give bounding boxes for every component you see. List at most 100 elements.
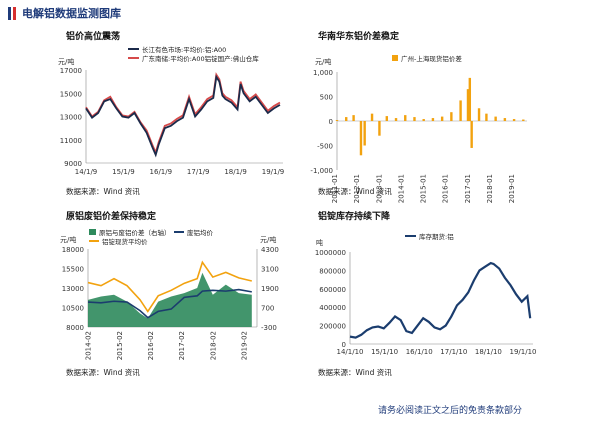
chart1-ytick: 13000: [60, 114, 82, 122]
chart3-ytick: 13000: [62, 285, 84, 293]
chart4-title: 铝锭库存持续下降: [318, 212, 391, 222]
chart1-series-line: [85, 74, 281, 158]
chart2-bar: [394, 118, 398, 121]
chart2-bar: [512, 119, 516, 121]
chart2-title: 华南华东铝价差稳定: [318, 32, 400, 42]
chart3-xtick: 2019-02: [241, 331, 249, 360]
chart3-ytick: 15500: [62, 266, 84, 274]
chart3-legend-swatch: [89, 229, 96, 235]
chart4-xtick: 17/1/10: [440, 348, 467, 356]
chart1-source: 数据来源：Wind 资讯: [66, 187, 140, 196]
chart3-xtick: 2018-02: [209, 331, 217, 360]
chart1-xtick: 16/1/9: [150, 168, 173, 176]
chart2-xtick: 2019-01: [508, 174, 516, 203]
chart2-bar: [431, 118, 435, 121]
chart4-xtick: 19/1/10: [510, 348, 537, 356]
chart2-bar: [335, 120, 339, 121]
chart2-xtick: 2018-01: [486, 174, 494, 203]
chart2-source: 数据来源：Wind 资讯: [318, 187, 392, 196]
chart3-y2tick: 4300: [261, 246, 279, 254]
chart3-source: 数据来源：Wind 资讯: [66, 368, 140, 377]
chart3-y2tick: 700: [261, 305, 274, 313]
chart2-bar: [466, 89, 470, 121]
chart2-bar: [413, 117, 416, 121]
chart1-xtick: 18/1/9: [224, 168, 247, 176]
chart1-ytick: 11000: [60, 137, 82, 145]
chart1-legend-label: 广东南储:平均价:A00铝锭国产:佛山仓库: [142, 54, 259, 63]
chart2-xtick: 2017-01: [464, 174, 472, 203]
chart3-xtick: 2016-02: [147, 331, 155, 360]
chart3-ylabel: 元/吨: [60, 235, 76, 244]
chart2-xtick: 2011-01: [331, 174, 339, 203]
chart1-xtick: 17/1/9: [187, 168, 210, 176]
chart2-bar: [378, 121, 381, 136]
chart2-ytick: -1,000: [310, 167, 333, 175]
report-header: 电解铝数据监测图库: [8, 4, 121, 22]
chart2-bar: [522, 119, 525, 121]
chart4-ytick: 0: [342, 341, 346, 349]
chart1-ytick: 17000: [60, 67, 82, 75]
chart2-bar: [345, 117, 348, 121]
header-accent-bar-red: [13, 6, 16, 20]
chart3-xtick: 2014-02: [85, 331, 93, 360]
disclaimer-footer: 请务必阅读正文之后的免责条款部分: [378, 406, 523, 416]
chart4-xtick: 18/1/10: [475, 348, 502, 356]
chart2-bar: [352, 115, 355, 121]
page-title: 电解铝数据监测图库: [22, 7, 121, 20]
chart2-bar: [459, 100, 462, 121]
chart2-bar: [485, 113, 488, 121]
chart2-xtick: 2014-01: [397, 174, 405, 203]
chart3-y2tick: 3100: [261, 266, 279, 274]
chart2-xtick: 2012-01: [353, 174, 361, 203]
chart3-y2tick: -300: [261, 324, 277, 332]
chart4-ytick: 800000: [319, 267, 346, 275]
chart3-y2label: 元/吨: [260, 235, 276, 244]
chart2-bar: [440, 116, 444, 121]
chart2-bar: [503, 118, 507, 121]
chart3-xtick: 2015-02: [116, 331, 124, 360]
chart1-legend-label: 长江有色市场:平均价:铝:A00: [142, 45, 226, 54]
chart3-ytick: 8000: [66, 324, 84, 332]
chart4-ytick: 600000: [319, 286, 346, 294]
chart3-ytick: 18000: [62, 246, 84, 254]
chart2-legend-swatch: [392, 55, 398, 61]
chart2-xtick: 2013-01: [375, 174, 383, 203]
chart1-ytick: 15000: [60, 90, 82, 98]
chart4-ytick: 200000: [319, 323, 346, 331]
chart3-y2tick: 1900: [261, 285, 279, 293]
chart2-bar: [477, 108, 481, 121]
chart3-ytick: 10500: [62, 305, 84, 313]
chart3-series-line: [87, 288, 252, 319]
header-accent-bar: [8, 6, 11, 20]
chart3-legend-label: 原铝与废铝价差（右轴）: [99, 228, 171, 237]
chart4-series-line: [349, 261, 532, 339]
chart3-legend-label: 废铝均价: [187, 228, 214, 237]
chart3-series-line: [87, 260, 252, 313]
chart2-legend-label: 广州-上海现货铝价差: [401, 54, 462, 63]
chart4-ylabel: 吨: [316, 238, 323, 247]
chart3-area-series: [88, 272, 252, 327]
chart4-ytick: 400000: [319, 304, 346, 312]
chart4-source: 数据来源：Wind 资讯: [318, 368, 392, 377]
chart2-bar: [359, 121, 363, 156]
chart4-xtick: 15/1/10: [371, 348, 398, 356]
chart4-xtick: 16/1/10: [406, 348, 433, 356]
chart4-xtick: 14/1/10: [337, 348, 364, 356]
chart2-xtick: 2015-01: [420, 174, 428, 203]
chart2-ytick: 0: [329, 118, 333, 126]
chart1-xtick: 14/1/9: [75, 168, 98, 176]
chart1-ytick: 9000: [64, 160, 82, 168]
chart2-bar: [450, 112, 453, 121]
chart2-bar: [404, 115, 407, 121]
chart2-bar: [370, 113, 374, 121]
chart2-bar: [470, 121, 473, 148]
chart2-ytick: 1,000: [313, 69, 333, 77]
chart3-legend-label: 铝锭现货平均价: [102, 237, 148, 246]
chart3-xtick: 2017-02: [178, 331, 186, 360]
chart1-xtick: 19/1/9: [262, 168, 285, 176]
chart2-bar: [494, 116, 497, 121]
chart3-title: 原铝废铝价差保持稳定: [66, 212, 157, 222]
